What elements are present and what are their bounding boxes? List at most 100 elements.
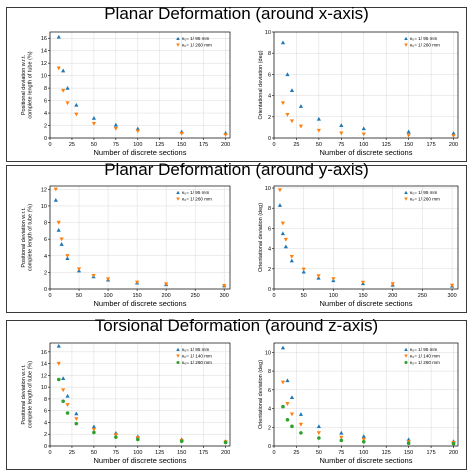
legend-label: κ₀= 1/ 260 mm [182,43,212,48]
x-tick-label: 0 [272,450,275,456]
y-tick-label: 4 [268,94,271,100]
x-tick-label: 125 [382,142,391,148]
data-point [61,376,66,380]
legend-marker [404,347,408,351]
data-point [316,128,321,133]
y-axis-label: Orientational deviation (deg) [258,360,264,429]
legend-label: κ₀= 1/ 95 mm [182,190,209,195]
data-point [280,221,286,226]
data-point [280,231,286,236]
legend-label: κ₀= 1/ 140 mm [410,354,440,359]
data-point [92,430,96,435]
data-point [91,274,96,278]
y-tick-label: 0 [44,136,47,142]
data-point [56,66,61,71]
plot-frame [273,185,459,290]
data-point [61,88,66,93]
data-point [299,431,303,435]
data-point [74,417,79,422]
data-point [449,283,455,288]
data-point [298,104,304,108]
chart-planar-y-positional: 0 2 4 6 8 10 12 0 50 100 150 200 250 300 Number of dis… [21,185,231,308]
x-tick-label: 150 [404,450,413,456]
y-axis-label: Orientational deviation (deg) [258,50,264,119]
data-point [277,188,283,193]
chart-planar-x-positional: 0 2 4 6 8 10 12 14 16 0 25 50 75 100 125 150 175 200 Numbe… [21,31,231,157]
y-tick-label: 8 [268,206,271,212]
y-axis-label: Positional deviation w.r.t.complete leng… [21,361,34,428]
data-point [390,282,395,287]
data-point [61,388,66,393]
x-tick-label: 200 [221,142,230,148]
legend-marker [176,190,180,194]
x-tick-label: 0 [272,293,275,299]
data-point [91,115,97,120]
data-point [285,417,290,422]
y-tick-label: 10 [265,186,271,192]
x-tick-label: 150 [177,142,186,148]
data-point [316,431,321,435]
x-tick-label: 150 [133,293,142,299]
x-tick-label: 75 [338,142,344,148]
data-point [280,101,286,106]
data-point [59,242,64,246]
plot-frame [273,342,459,447]
data-point [285,378,290,383]
y-tick-label: 10 [265,350,271,356]
data-point [281,404,285,409]
data-point [289,412,295,417]
data-point [134,280,140,285]
x-tick-label: 200 [449,142,458,148]
plot-area [50,32,230,138]
data-point [285,113,290,117]
data-point [74,411,79,416]
data-point [301,267,306,272]
y-tick-label: 2 [268,425,271,431]
data-point [317,436,321,440]
x-tick-label: 100 [359,142,368,148]
x-tick-label: 50 [91,142,97,148]
data-point [65,101,70,106]
data-point [59,237,64,242]
data-point [135,126,140,131]
y-tick-label: 6 [44,409,47,415]
x-tick-label: 50 [316,142,322,148]
data-point [289,255,294,259]
data-point [65,411,70,415]
data-point [331,277,336,282]
y-tick-label: 8 [44,86,47,92]
plot-area [50,343,230,446]
y-tick-label: 4 [268,247,271,253]
x-tick-label: 0 [48,142,51,148]
legend-marker [176,360,180,365]
data-point [361,440,366,444]
y-tick-label: 12 [41,373,47,379]
x-tick-label: 200 [449,450,458,456]
y-tick-label: 2 [44,432,47,438]
data-point [316,274,321,278]
x-tick-label: 0 [48,450,51,456]
data-point [65,86,70,90]
x-tick-label: 75 [338,450,344,456]
data-point [406,441,411,445]
x-tick-label: 100 [359,450,368,456]
legend-marker [404,360,408,365]
x-tick-label: 75 [113,142,119,148]
legend-label: κ₀= 1/ 95 mm [410,190,437,195]
data-point [179,131,184,136]
data-point [113,126,118,131]
data-point [76,267,82,272]
y-tick-label: 6 [44,99,47,105]
x-tick-label: 150 [358,293,367,299]
y-tick-label: 12 [41,61,47,67]
y-tick-label: 2 [44,124,47,130]
x-tick-label: 50 [76,293,82,299]
y-axis-label: Positional deviation w.r.t.complete leng… [21,204,34,271]
data-point [56,377,61,382]
y-tick-label: 2 [268,267,271,273]
x-axis-label: Number of discrete sections [320,299,413,308]
y-tick-label: 2 [268,115,271,121]
data-point [113,122,118,127]
data-point [56,220,61,225]
